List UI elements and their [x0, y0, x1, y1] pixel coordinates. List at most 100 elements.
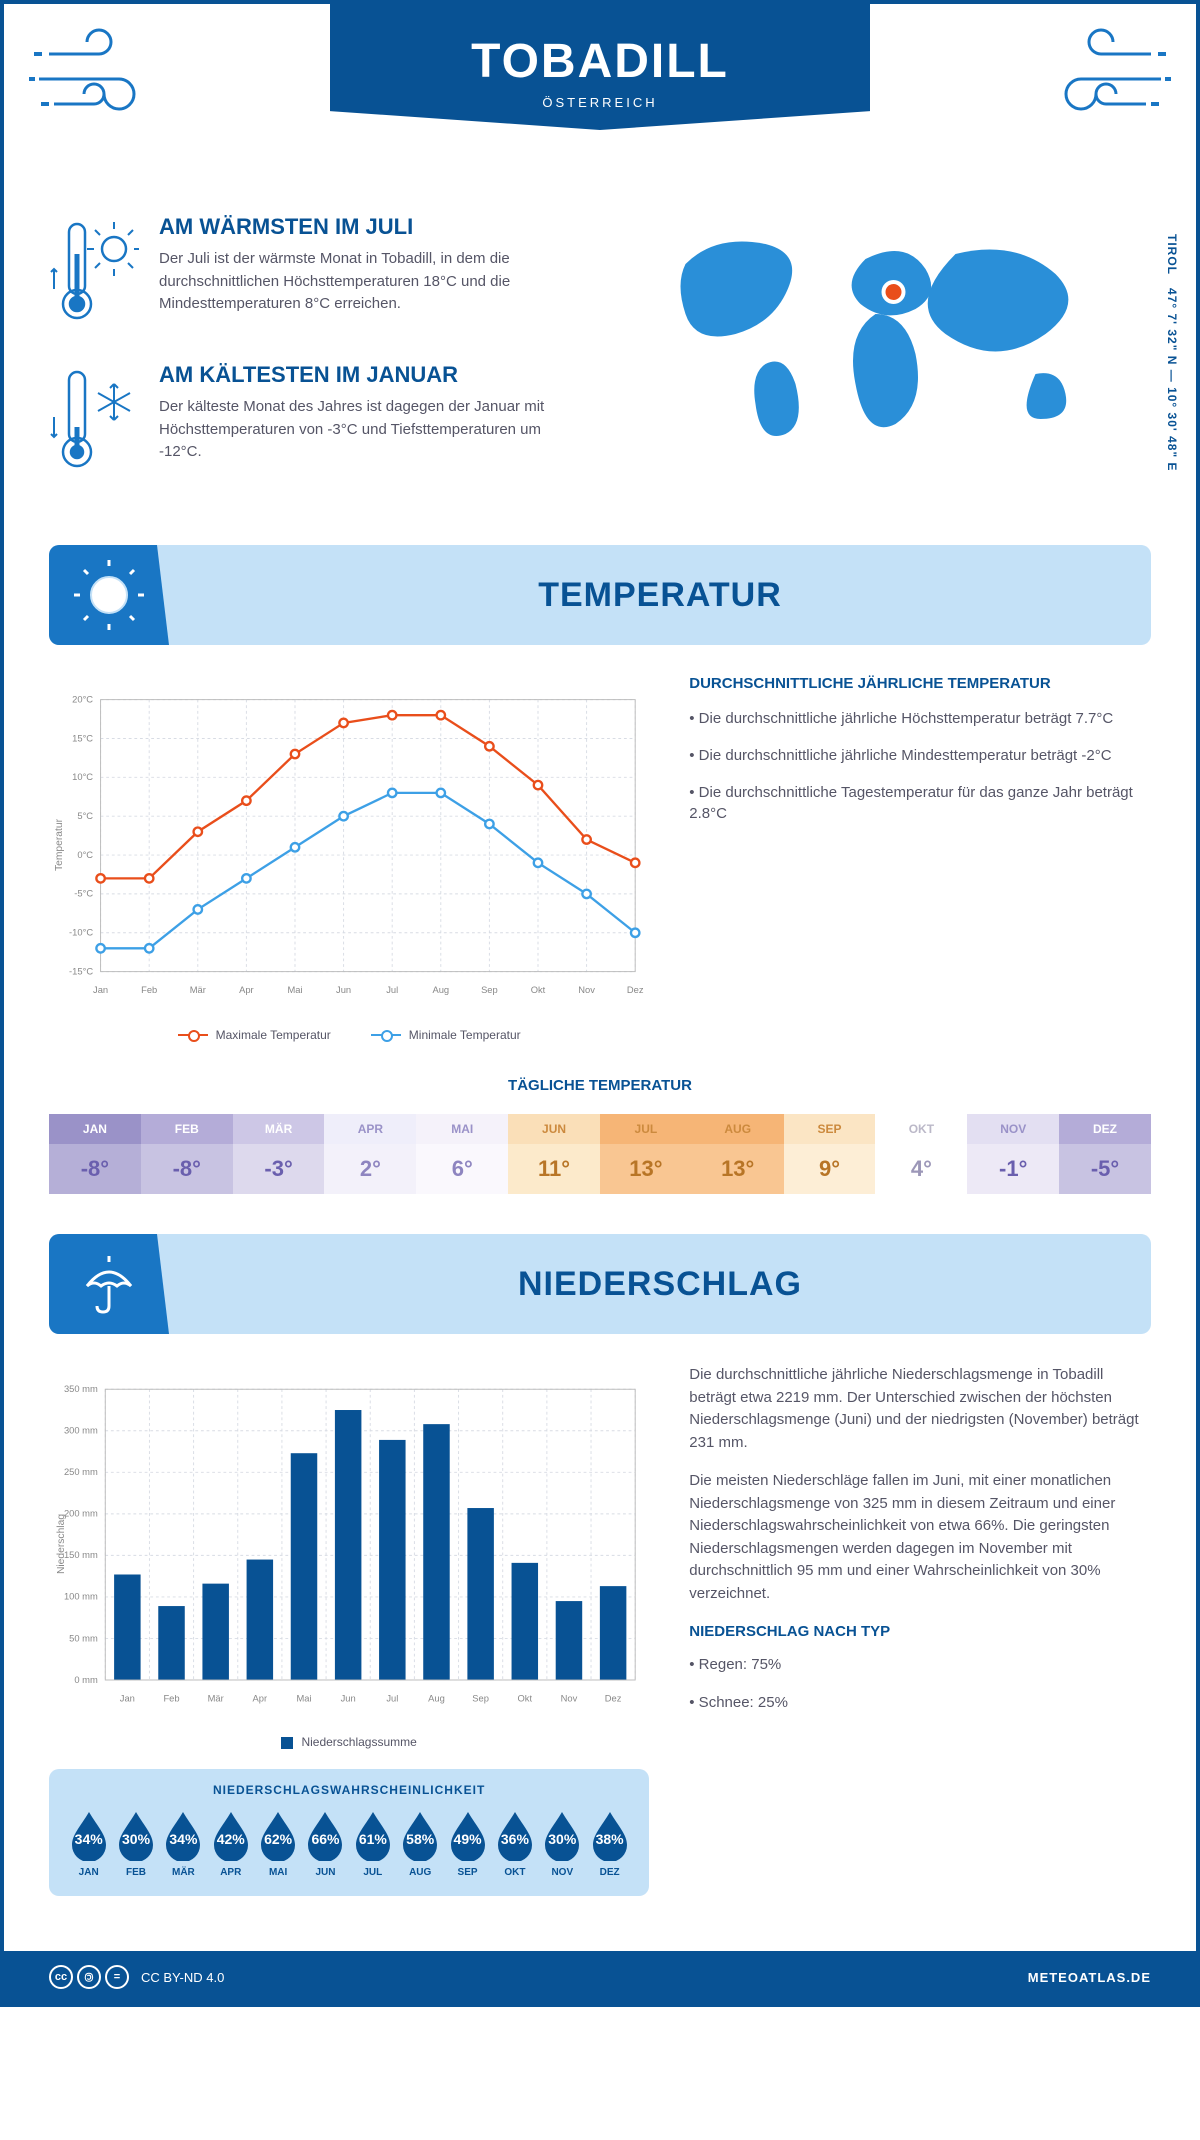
umbrella-icon	[77, 1252, 141, 1316]
world-map-icon	[620, 214, 1151, 454]
svg-text:20°C: 20°C	[72, 694, 93, 704]
license-text: CC BY-ND 4.0	[141, 1970, 224, 1985]
svg-text:0°C: 0°C	[77, 850, 93, 860]
page-subtitle: ÖSTERREICH	[410, 95, 790, 110]
svg-text:Mär: Mär	[208, 1694, 224, 1704]
svg-text:Sep: Sep	[481, 985, 498, 995]
svg-text:350 mm: 350 mm	[64, 1384, 98, 1394]
svg-text:5°C: 5°C	[77, 811, 93, 821]
wind-icon	[29, 24, 169, 134]
svg-text:Apr: Apr	[253, 1694, 268, 1704]
daily-col: JUL13°	[600, 1114, 692, 1194]
svg-text:-15°C: -15°C	[69, 966, 93, 976]
svg-text:0 mm: 0 mm	[74, 1675, 98, 1685]
probability-item: 66%JUN	[304, 1809, 347, 1878]
svg-text:Okt: Okt	[518, 1694, 533, 1704]
fact-text: Der Juli ist der wärmste Monat in Tobadi…	[159, 248, 580, 316]
precipitation-probability-box: NIEDERSCHLAGSWAHRSCHEINLICHKEIT 34%JAN30…	[49, 1769, 649, 1896]
svg-text:150 mm: 150 mm	[64, 1550, 98, 1560]
probability-item: 38%DEZ	[588, 1809, 631, 1878]
daily-col: FEB-8°	[141, 1114, 233, 1194]
svg-text:Aug: Aug	[432, 985, 449, 995]
daily-col: MÄR-3°	[233, 1114, 325, 1194]
svg-text:Jul: Jul	[386, 1694, 398, 1704]
svg-text:300 mm: 300 mm	[64, 1426, 98, 1436]
svg-text:250 mm: 250 mm	[64, 1467, 98, 1477]
section-title: NIEDERSCHLAG	[169, 1265, 1151, 1304]
probability-item: 42%APR	[209, 1809, 252, 1878]
daily-col: AUG13°	[692, 1114, 784, 1194]
probability-item: 58%AUG	[399, 1809, 442, 1878]
section-title: TEMPERATUR	[169, 576, 1151, 615]
probability-item: 49%SEP	[446, 1809, 489, 1878]
daily-col: SEP9°	[784, 1114, 876, 1194]
probability-item: 34%JAN	[67, 1809, 110, 1878]
header: TOBADILL ÖSTERREICH	[4, 4, 1196, 204]
footer: cc🄯= CC BY-ND 4.0 METEOATLAS.DE	[4, 1951, 1196, 2003]
warmest-fact: AM WÄRMSTEN IM JULI Der Juli ist der wär…	[49, 214, 580, 334]
svg-text:Mai: Mai	[296, 1694, 311, 1704]
svg-text:Sep: Sep	[472, 1694, 489, 1704]
daily-col: JUN11°	[508, 1114, 600, 1194]
probability-item: 30%NOV	[541, 1809, 584, 1878]
temperature-line-chart: -15°C -10°C -5°C 0°C 5°C 10°C 15°C 20°C Jan Feb Mä…	[49, 675, 649, 1042]
fact-title: AM KÄLTESTEN IM JANUAR	[159, 362, 580, 388]
probability-item: 30%FEB	[114, 1809, 157, 1878]
fact-text: Der kälteste Monat des Jahres ist dagege…	[159, 396, 580, 464]
svg-text:Aug: Aug	[428, 1694, 445, 1704]
svg-text:15°C: 15°C	[72, 733, 93, 743]
header-banner: TOBADILL ÖSTERREICH	[330, 4, 870, 130]
svg-text:Jan: Jan	[120, 1694, 135, 1704]
svg-text:Jun: Jun	[341, 1694, 356, 1704]
daily-col: MAI6°	[416, 1114, 508, 1194]
daily-col: NOV-1°	[967, 1114, 1059, 1194]
probability-item: 36%OKT	[493, 1809, 536, 1878]
coldest-fact: AM KÄLTESTEN IM JANUAR Der kälteste Mona…	[49, 362, 580, 482]
svg-text:Mai: Mai	[287, 985, 302, 995]
thermometer-snow-icon	[49, 362, 139, 482]
page-title: TOBADILL	[410, 34, 790, 89]
daily-col: DEZ-5°	[1059, 1114, 1151, 1194]
svg-text:Mär: Mär	[190, 985, 206, 995]
svg-text:Jul: Jul	[386, 985, 398, 995]
svg-text:Feb: Feb	[141, 985, 157, 995]
chart-legend: Niederschlagssumme	[49, 1735, 649, 1749]
thermometer-sun-icon	[49, 214, 139, 334]
precipitation-bar-chart: 0 mm 50 mm 100 mm 150 mm 200 mm 250 mm 300 mm 3…	[49, 1364, 649, 1896]
fact-title: AM WÄRMSTEN IM JULI	[159, 214, 580, 240]
svg-text:10°C: 10°C	[72, 772, 93, 782]
daily-col: OKT4°	[875, 1114, 967, 1194]
svg-text:Okt: Okt	[531, 985, 546, 995]
daily-col: JAN-8°	[49, 1114, 141, 1194]
svg-text:Jan: Jan	[93, 985, 108, 995]
temperature-facts: DURCHSCHNITTLICHE JÄHRLICHE TEMPERATUR •…	[689, 675, 1151, 1042]
svg-text:Feb: Feb	[163, 1694, 179, 1704]
svg-text:Jun: Jun	[336, 985, 351, 995]
svg-text:Nov: Nov	[561, 1694, 578, 1704]
svg-text:Niederschlag: Niederschlag	[56, 1514, 67, 1574]
intro-section: AM WÄRMSTEN IM JULI Der Juli ist der wär…	[49, 214, 1151, 510]
wind-icon	[1031, 24, 1171, 134]
daily-col: APR2°	[324, 1114, 416, 1194]
chart-legend: Maximale Temperatur Minimale Temperatur	[49, 1028, 649, 1042]
sun-icon	[74, 560, 144, 630]
site-name: METEOATLAS.DE	[1028, 1970, 1151, 1985]
svg-text:Apr: Apr	[239, 985, 254, 995]
svg-text:100 mm: 100 mm	[64, 1592, 98, 1602]
svg-text:200 mm: 200 mm	[64, 1509, 98, 1519]
precipitation-text: Die durchschnittliche jährliche Niedersc…	[689, 1364, 1151, 1896]
svg-text:Temperatur: Temperatur	[54, 818, 65, 871]
temperature-section-header: TEMPERATUR	[49, 545, 1151, 645]
svg-text:Dez: Dez	[627, 985, 644, 995]
daily-temp-title: TÄGLICHE TEMPERATUR	[49, 1077, 1151, 1094]
probability-item: 61%JUL	[351, 1809, 394, 1878]
svg-text:-10°C: -10°C	[69, 928, 93, 938]
svg-text:-5°C: -5°C	[74, 889, 93, 899]
svg-text:Dez: Dez	[605, 1694, 622, 1704]
daily-temperature-table: JAN-8°FEB-8°MÄR-3°APR2°MAI6°JUN11°JUL13°…	[49, 1112, 1151, 1194]
precipitation-section-header: NIEDERSCHLAG	[49, 1234, 1151, 1334]
cc-license-icon: cc🄯=	[49, 1965, 129, 1989]
probability-item: 62%MAI	[256, 1809, 299, 1878]
svg-text:50 mm: 50 mm	[69, 1633, 98, 1643]
svg-text:Nov: Nov	[578, 985, 595, 995]
